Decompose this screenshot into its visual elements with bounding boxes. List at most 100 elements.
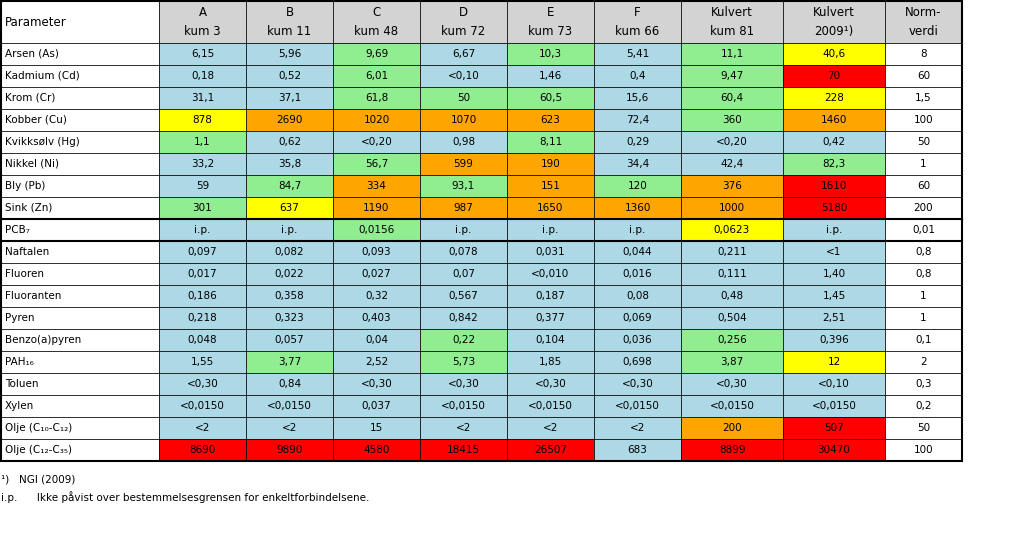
Bar — [885, 175, 962, 197]
Text: <0,0150: <0,0150 — [710, 401, 754, 411]
Text: 8899: 8899 — [719, 445, 745, 455]
Bar — [1, 1, 962, 461]
Bar — [159, 197, 246, 219]
Bar — [1, 197, 159, 219]
Text: 0,04: 0,04 — [365, 335, 388, 345]
Bar — [333, 65, 420, 87]
Bar — [681, 219, 783, 241]
Bar — [681, 87, 783, 109]
Bar — [1, 43, 159, 65]
Bar — [594, 109, 681, 131]
Text: 0,403: 0,403 — [362, 313, 392, 323]
Bar — [783, 241, 885, 263]
Text: <1: <1 — [827, 247, 842, 257]
Text: <0,20: <0,20 — [716, 137, 748, 147]
Text: Benzo(a)pyren: Benzo(a)pyren — [5, 335, 81, 345]
Bar — [507, 439, 594, 461]
Text: Fluoren: Fluoren — [5, 269, 44, 279]
Bar — [885, 131, 962, 153]
Text: Kulvert: Kulvert — [813, 6, 855, 19]
Bar — [246, 219, 333, 241]
Text: 0,016: 0,016 — [623, 269, 653, 279]
Bar — [159, 131, 246, 153]
Bar — [885, 417, 962, 439]
Text: 59: 59 — [195, 181, 209, 191]
Text: 0,3: 0,3 — [916, 379, 932, 389]
Text: 0,42: 0,42 — [822, 137, 846, 147]
Bar — [333, 109, 420, 131]
Bar — [681, 153, 783, 175]
Text: ¹)   NGI (2009): ¹) NGI (2009) — [1, 475, 76, 485]
Text: <0,0150: <0,0150 — [441, 401, 486, 411]
Text: <0,0150: <0,0150 — [267, 401, 312, 411]
Text: 987: 987 — [453, 203, 474, 213]
Text: 301: 301 — [192, 203, 213, 213]
Bar — [420, 153, 507, 175]
Text: 6,67: 6,67 — [452, 49, 475, 59]
Text: 0,111: 0,111 — [717, 269, 747, 279]
Text: PCB₇: PCB₇ — [5, 225, 30, 235]
Text: 0,698: 0,698 — [623, 357, 653, 367]
Text: <0,30: <0,30 — [361, 379, 393, 389]
Bar — [246, 153, 333, 175]
Bar — [681, 329, 783, 351]
Bar — [681, 241, 783, 263]
Text: 84,7: 84,7 — [278, 181, 301, 191]
Bar — [783, 439, 885, 461]
Text: 3,87: 3,87 — [720, 357, 744, 367]
Text: 4580: 4580 — [363, 445, 390, 455]
Bar — [783, 307, 885, 329]
Bar — [594, 87, 681, 109]
Bar — [681, 439, 783, 461]
Text: 15,6: 15,6 — [626, 93, 650, 103]
Bar — [885, 219, 962, 241]
Text: B: B — [285, 6, 294, 19]
Bar — [594, 197, 681, 219]
Text: 0,017: 0,017 — [187, 269, 217, 279]
Text: 8: 8 — [920, 49, 927, 59]
Text: 1,85: 1,85 — [539, 357, 562, 367]
Text: Bly (Pb): Bly (Pb) — [5, 181, 45, 191]
Bar — [1, 109, 159, 131]
Text: 31,1: 31,1 — [191, 93, 214, 103]
Text: 376: 376 — [722, 181, 742, 191]
Text: 1: 1 — [920, 313, 927, 323]
Text: 2009¹): 2009¹) — [814, 25, 853, 38]
Text: 120: 120 — [628, 181, 648, 191]
Bar — [783, 109, 885, 131]
Text: C: C — [372, 6, 381, 19]
Text: 2,51: 2,51 — [822, 313, 846, 323]
Bar — [246, 109, 333, 131]
Text: Nikkel (Ni): Nikkel (Ni) — [5, 159, 59, 169]
Bar — [507, 285, 594, 307]
Bar — [681, 43, 783, 65]
Bar — [594, 1, 681, 43]
Text: 0,84: 0,84 — [278, 379, 301, 389]
Bar — [1, 131, 159, 153]
Bar — [1, 373, 159, 395]
Text: Pyren: Pyren — [5, 313, 35, 323]
Bar — [333, 219, 420, 241]
Bar — [507, 87, 594, 109]
Text: 200: 200 — [914, 203, 933, 213]
Bar — [783, 263, 885, 285]
Text: 42,4: 42,4 — [720, 159, 744, 169]
Text: 228: 228 — [825, 93, 844, 103]
Text: 50: 50 — [457, 93, 470, 103]
Text: 35,8: 35,8 — [278, 159, 301, 169]
Text: 82,3: 82,3 — [822, 159, 846, 169]
Text: 0,396: 0,396 — [819, 335, 849, 345]
Bar — [246, 329, 333, 351]
Text: <0,10: <0,10 — [818, 379, 850, 389]
Text: E: E — [547, 6, 554, 19]
Text: 1190: 1190 — [363, 203, 390, 213]
Bar — [507, 153, 594, 175]
Text: 683: 683 — [627, 445, 648, 455]
Bar — [246, 43, 333, 65]
Bar — [594, 307, 681, 329]
Text: 0,567: 0,567 — [449, 291, 479, 301]
Bar — [885, 263, 962, 285]
Bar — [507, 175, 594, 197]
Text: 1,5: 1,5 — [916, 93, 932, 103]
Bar — [1, 285, 159, 307]
